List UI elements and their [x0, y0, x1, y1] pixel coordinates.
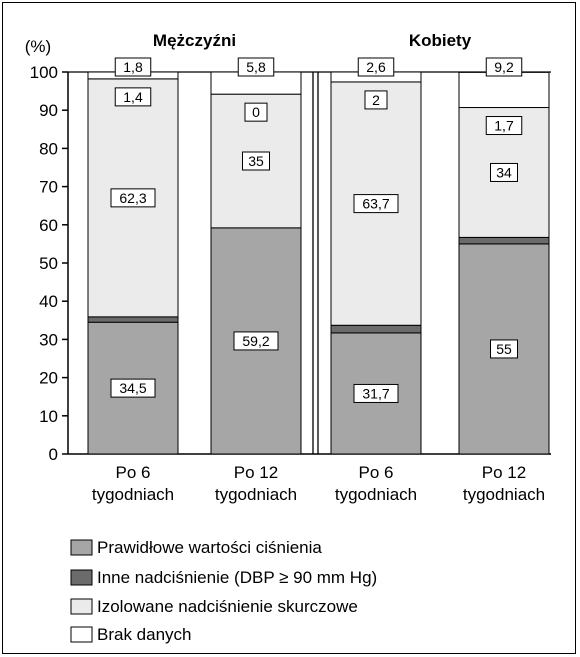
- data-label-box: [244, 102, 268, 122]
- data-label: 62,3: [119, 190, 146, 206]
- data-label: 2,6: [366, 59, 386, 75]
- y-axis-unit-label: (%): [25, 37, 51, 56]
- x-tick-label: tygodniach: [335, 485, 417, 504]
- legend-swatch: [70, 598, 93, 615]
- data-label: 1,4: [123, 89, 143, 105]
- data-label-box: [485, 57, 523, 77]
- x-tick-label: Po 12: [482, 463, 526, 482]
- data-label: 35: [248, 153, 264, 169]
- data-label: 63,7: [362, 196, 389, 212]
- data-label: 59,2: [242, 333, 269, 349]
- data-label-box: [242, 151, 270, 171]
- y-tick-label: 90: [39, 101, 58, 120]
- y-tick-label: 100: [30, 63, 58, 82]
- data-label-box: [110, 378, 156, 398]
- data-label-box: [114, 87, 152, 107]
- x-tick-label: Po 6: [359, 463, 394, 482]
- legend-swatch: [70, 569, 93, 586]
- data-label-box: [357, 57, 395, 77]
- bar-segment: [458, 71, 550, 109]
- y-tick-label: 70: [39, 178, 58, 197]
- data-label: 31,7: [362, 385, 389, 401]
- x-tick-label: Po 6: [116, 463, 151, 482]
- legend-swatch: [70, 626, 93, 643]
- data-label-box: [490, 162, 518, 182]
- group-title: Mężczyźni: [153, 31, 236, 50]
- y-tick-label: 30: [39, 330, 58, 349]
- data-label-box: [110, 188, 156, 208]
- x-tick-label: tygodniach: [463, 485, 545, 504]
- y-tick-label: 0: [49, 445, 58, 464]
- legend-label: Brak danych: [97, 625, 192, 644]
- bar-segment: [87, 316, 179, 323]
- data-label-box: [233, 331, 279, 351]
- data-label-box: [353, 383, 399, 403]
- data-label-box: [114, 57, 152, 77]
- legend-swatch: [70, 539, 93, 556]
- x-tick-label: tygodniach: [92, 485, 174, 504]
- data-label: 2: [372, 92, 380, 108]
- bar-segment: [458, 236, 550, 245]
- y-tick-label: 40: [39, 292, 58, 311]
- data-label: 34,5: [119, 380, 146, 396]
- data-label: 1,8: [123, 59, 143, 75]
- data-label-box: [237, 57, 275, 77]
- data-label-box: [490, 339, 518, 359]
- data-label: 55: [496, 341, 512, 357]
- x-tick-label: Po 12: [234, 463, 278, 482]
- data-label: 0: [252, 104, 260, 120]
- y-tick-label: 50: [39, 254, 58, 273]
- bar-segment: [330, 324, 422, 334]
- y-tick-label: 10: [39, 407, 58, 426]
- group-title: Kobiety: [409, 31, 472, 50]
- legend-label: Izolowane nadciśnienie skurczowe: [97, 597, 358, 616]
- x-tick-label: tygodniach: [215, 485, 297, 504]
- data-label-box: [485, 116, 523, 136]
- y-tick-label: 20: [39, 369, 58, 388]
- data-label-box: [364, 90, 388, 110]
- data-label: 5,8: [246, 59, 266, 75]
- data-label-box: [353, 194, 399, 214]
- y-tick-label: 80: [39, 139, 58, 158]
- legend-label: Prawidłowe wartości ciśnienia: [97, 538, 322, 557]
- data-label: 1,7: [494, 118, 514, 134]
- data-label: 9,2: [494, 59, 514, 75]
- data-label: 34: [496, 164, 512, 180]
- legend-label: Inne nadciśnienie (DBP ≥ 90 mm Hg): [97, 568, 377, 587]
- y-tick-label: 60: [39, 216, 58, 235]
